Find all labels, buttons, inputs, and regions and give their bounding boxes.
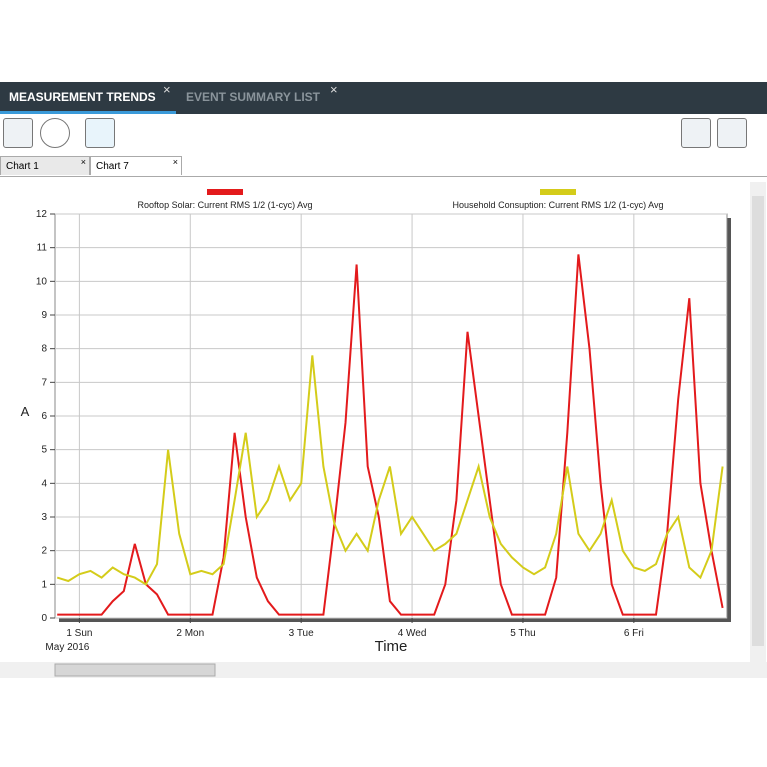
y-tick-label: 10 (36, 276, 48, 287)
tab-label: MEASUREMENT TRENDS (9, 90, 156, 104)
x-tick-label: 4 Wed (398, 628, 427, 639)
chart-tab-label: Chart 7 (96, 161, 129, 172)
y-tick-label: 12 (36, 209, 48, 220)
close-icon[interactable]: × (330, 82, 338, 97)
chart-tab[interactable]: Chart 1 × (0, 156, 90, 175)
x-tick-label: 5 Thu (510, 628, 535, 639)
legend-label: Rooftop Solar: Current RMS 1/2 (1-cyc) A… (138, 200, 313, 210)
tab-bar: MEASUREMENT TRENDS × EVENT SUMMARY LIST … (0, 82, 767, 114)
y-tick-label: 4 (41, 478, 47, 489)
y-tick-label: 1 (41, 579, 47, 590)
chart-tabs: Chart 1 × Chart 7 × (0, 154, 767, 177)
x-tick-label: 3 Tue (289, 628, 314, 639)
toolbar (0, 114, 767, 154)
legend-swatch (540, 189, 576, 195)
export-button[interactable] (85, 118, 115, 148)
y-tick-label: 2 (41, 546, 47, 557)
x-sublabel: May 2016 (45, 642, 89, 653)
tab-label: EVENT SUMMARY LIST (186, 90, 321, 104)
series-line (57, 254, 724, 616)
x-tick-label: 1 Sun (66, 628, 92, 639)
y-tick-label: 7 (41, 377, 47, 388)
active-tab[interactable]: MEASUREMENT TRENDS × (0, 82, 176, 114)
y-tick-label: 3 (41, 512, 47, 523)
legend-swatch (207, 189, 243, 195)
y-tick-label: 6 (41, 411, 47, 422)
refresh-button[interactable] (40, 118, 70, 148)
close-icon[interactable]: × (163, 82, 171, 97)
tab[interactable]: EVENT SUMMARY LIST × (176, 82, 346, 114)
x-axis-label: Time (375, 638, 408, 655)
list-button[interactable] (717, 118, 747, 148)
x-tick-label: 2 Mon (176, 628, 204, 639)
report-button[interactable] (681, 118, 711, 148)
y-tick-label: 9 (41, 310, 47, 321)
y-axis-label: A (21, 404, 30, 419)
y-tick-label: 11 (37, 243, 48, 254)
y-tick-label: 8 (41, 344, 47, 355)
series-line (56, 355, 724, 586)
y-tick-label: 5 (41, 445, 47, 456)
y-tick-label: 0 (41, 613, 47, 624)
chart-tab-active[interactable]: Chart 7 × (90, 156, 182, 175)
x-tick-label: 6 Fri (624, 628, 644, 639)
trend-button[interactable] (3, 118, 33, 148)
h-scroll-thumb[interactable] (54, 663, 216, 677)
v-scroll-thumb[interactable] (752, 196, 764, 646)
legend-label: Household Consuption: Current RMS 1/2 (1… (453, 200, 664, 210)
chart-tab-label: Chart 1 (6, 161, 39, 172)
